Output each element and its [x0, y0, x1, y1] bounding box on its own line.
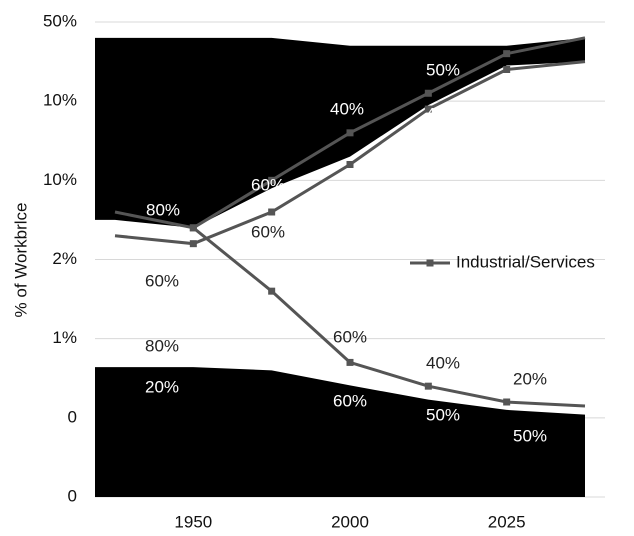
y-tick-label: 0	[68, 486, 77, 505]
point	[503, 398, 511, 406]
legend-label: Industrial/Services	[456, 252, 595, 271]
y-tick-label: 2%	[52, 249, 77, 268]
data-label: 80%	[145, 336, 179, 355]
area	[115, 367, 585, 497]
y-tick-label: 10%	[43, 170, 77, 189]
point	[346, 129, 354, 137]
line	[192, 36, 586, 230]
legend-marker	[426, 259, 434, 267]
x-tick-label: 2025	[488, 512, 526, 531]
point	[424, 105, 432, 113]
point	[503, 50, 511, 58]
y-tick-label: 50%	[43, 11, 77, 30]
data-label: 60%	[333, 177, 367, 196]
point	[189, 240, 197, 248]
point	[424, 382, 432, 390]
data-label: 40%	[426, 353, 460, 372]
data-label: 50%	[513, 81, 547, 100]
data-label: 80%	[146, 200, 180, 219]
x-tick-label: 2000	[331, 512, 369, 531]
point	[189, 224, 197, 232]
data-label: 60%	[251, 222, 285, 241]
data-label: 60%	[251, 175, 285, 194]
point	[424, 89, 432, 97]
data-label: 40%	[426, 104, 460, 123]
data-label: 50%	[513, 426, 547, 445]
point	[268, 176, 276, 184]
data-label: 50%	[426, 405, 460, 424]
area-edge	[95, 37, 115, 220]
data-label: 60%	[145, 271, 179, 290]
point	[346, 161, 354, 168]
y-tick-label: 1%	[52, 328, 77, 347]
data-label: 50%	[426, 60, 460, 79]
y-axis-label: % of Workbrlce	[11, 203, 30, 318]
point	[503, 66, 511, 73]
area-edge	[95, 367, 115, 497]
data-label: 20%	[513, 369, 547, 388]
x-tick-label: 1950	[174, 512, 212, 531]
data-label: 20%	[145, 377, 179, 396]
data-label: 60%	[333, 327, 367, 346]
data-label: 50%	[513, 24, 547, 43]
data-label: 40%	[330, 99, 364, 118]
data-label: 60%	[333, 391, 367, 410]
point	[268, 287, 276, 295]
y-tick-label: 0	[68, 407, 77, 426]
point	[346, 358, 354, 366]
point	[268, 208, 276, 216]
y-tick-label: 10%	[43, 91, 77, 110]
